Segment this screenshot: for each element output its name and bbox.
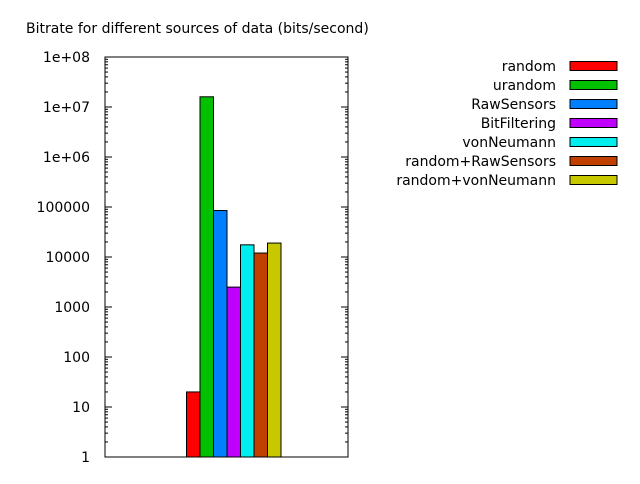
legend-swatch [569, 99, 618, 109]
bars-group [186, 96, 282, 458]
y-tick-label: 1000 [54, 300, 90, 316]
legend-label: RawSensors [471, 97, 556, 113]
bar-vonneumann [240, 244, 255, 458]
y-tick-label: 100000 [37, 200, 90, 216]
y-tick-label: 1e+06 [43, 150, 90, 166]
y-tick-label: 1e+08 [43, 50, 90, 66]
legend-swatch [569, 80, 618, 90]
y-tick-label: 1e+07 [43, 100, 90, 116]
bar-random-vonneumann [267, 242, 282, 458]
legend-swatch [569, 175, 618, 185]
chart-title: Bitrate for different sources of data (b… [26, 21, 369, 37]
bar-rawsensors [213, 210, 228, 458]
legend-label: random [502, 59, 556, 75]
legend-label: BitFiltering [481, 116, 556, 132]
bar-random [186, 391, 201, 458]
y-tick-label: 1 [81, 450, 90, 466]
bar-bitfiltering [226, 286, 241, 458]
legend-label: urandom [493, 78, 556, 94]
legend-swatch [569, 61, 618, 71]
bar-urandom [199, 96, 214, 458]
legend-label: vonNeumann [462, 135, 556, 151]
y-tick-label: 10 [72, 400, 90, 416]
legend-swatch [569, 118, 618, 128]
bar-random-rawsensors [253, 252, 268, 458]
legend: random urandom RawSensors BitFiltering vonNe… [396, 59, 618, 189]
y-axis: 1 10 100 1000 10000 100000 1e+06 1e+07 1e+08 [37, 50, 348, 466]
y-tick-label: 100 [63, 350, 90, 366]
legend-swatch [569, 156, 618, 166]
y-tick-label: 10000 [45, 250, 90, 266]
legend-label: random+vonNeumann [396, 173, 556, 189]
legend-label: random+RawSensors [405, 154, 556, 170]
legend-swatch [569, 137, 618, 147]
